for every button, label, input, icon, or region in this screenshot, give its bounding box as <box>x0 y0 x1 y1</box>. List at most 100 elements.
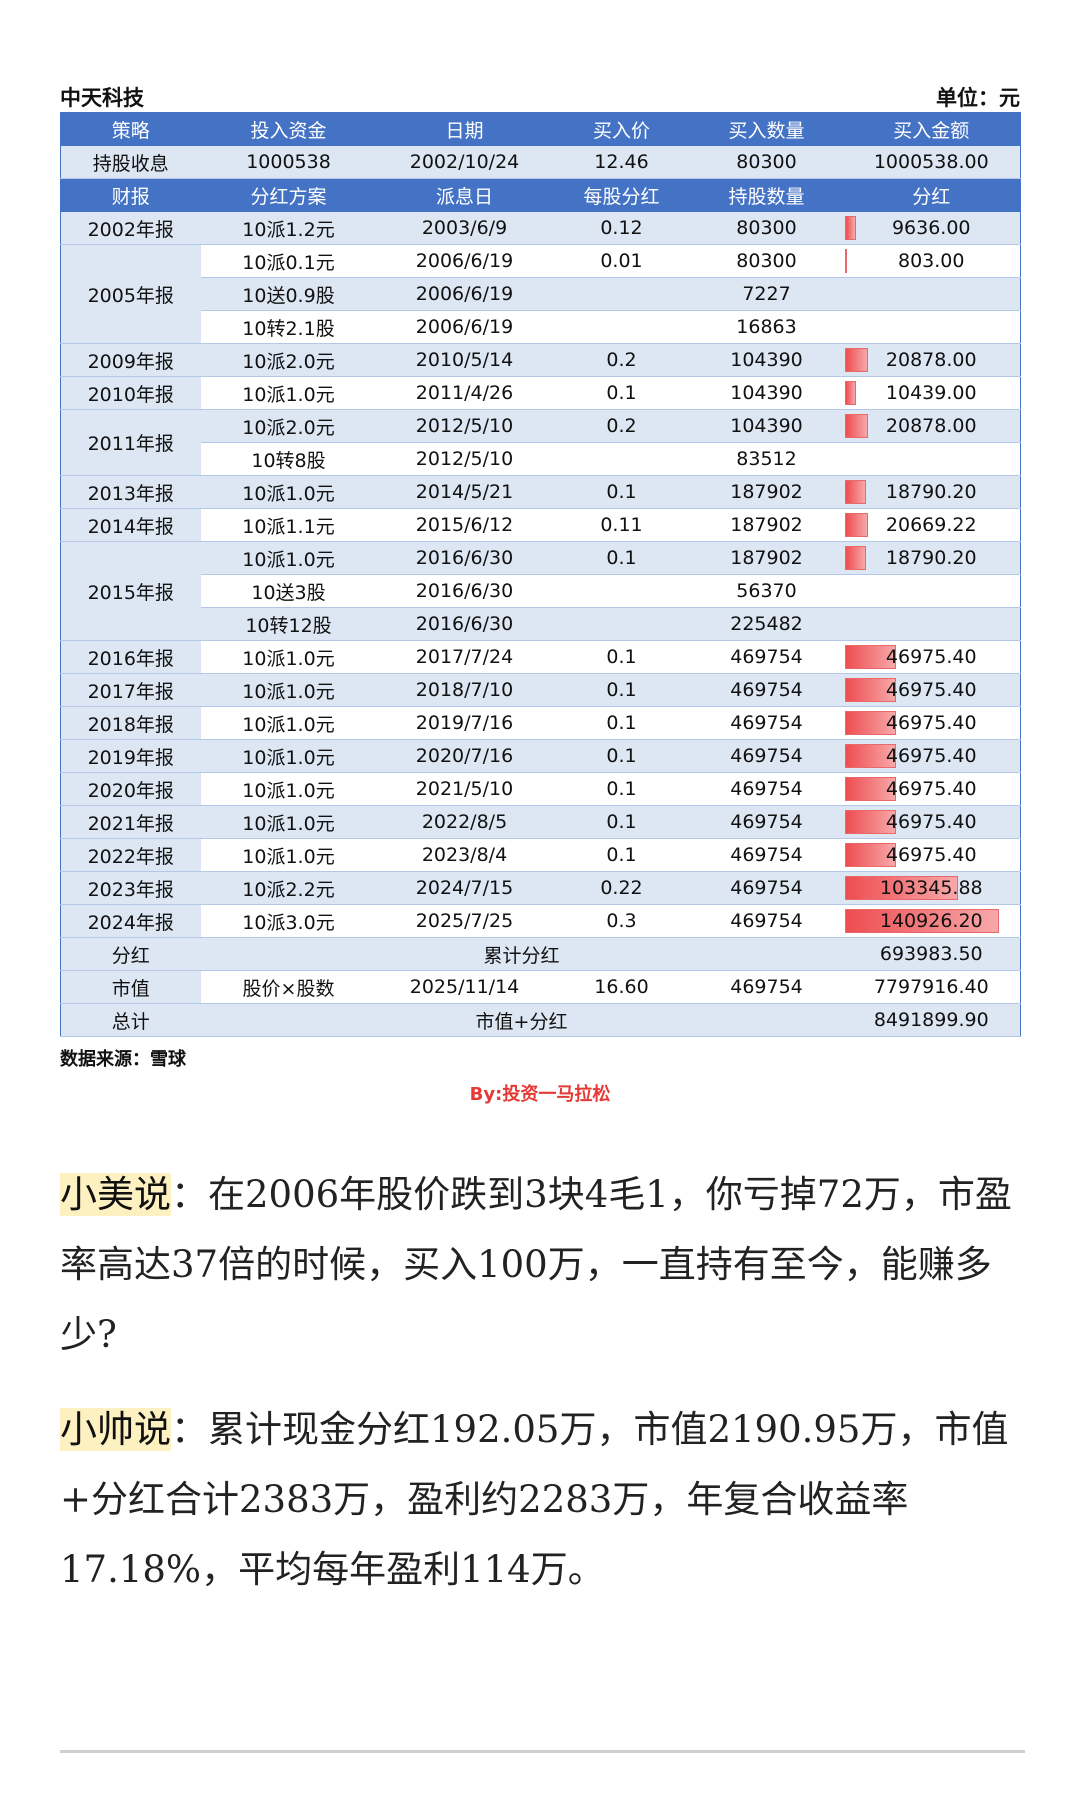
cell-shares: 469754 <box>690 904 843 938</box>
table-row: 2010年报 10派1.0元 2011/4/26 0.1 104390 10439.00 <box>60 376 1021 410</box>
header-cell: 派息日 <box>376 178 553 212</box>
cell-dps: 0.3 <box>552 904 691 938</box>
cell-shares: 225482 <box>690 607 843 641</box>
cell-date: 2024/7/15 <box>376 871 553 905</box>
cell-date: 2018/7/10 <box>376 673 553 707</box>
buy-price: 12.46 <box>552 145 691 179</box>
cell-dps <box>552 310 691 344</box>
table-row: 10转12股 2016/6/30 225482 <box>61 607 1021 641</box>
cell-plan: 10转12股 <box>200 607 377 641</box>
cell-dividend <box>842 442 1021 476</box>
cell-shares: 469754 <box>690 805 843 839</box>
dividend-bar <box>844 777 896 801</box>
cell-dps: 0.1 <box>552 376 691 410</box>
buy-amount: 1000538.00 <box>842 145 1021 179</box>
table-row: 10送3股 2016/6/30 56370 <box>61 574 1021 608</box>
cell-dps <box>552 277 691 311</box>
cell-plan: 10派1.0元 <box>200 640 377 674</box>
summary-desc: 市值+分红 <box>200 1003 843 1037</box>
cell-shares: 187902 <box>690 508 843 542</box>
table-row: 2022年报 10派1.0元 2023/8/4 0.1 469754 46975.40 <box>60 838 1021 872</box>
cell-dps: 0.2 <box>552 343 691 377</box>
cell-dps <box>552 442 691 476</box>
report-year: 2019年报 <box>60 739 201 773</box>
cell-dividend <box>842 574 1021 608</box>
buy-date: 2002/10/24 <box>376 145 553 179</box>
cell-dps: 0.22 <box>552 871 691 905</box>
report-year: 2005年报 <box>60 244 201 344</box>
cell-dps: 0.1 <box>552 772 691 806</box>
cell-plan: 10派2.0元 <box>200 343 377 377</box>
cell-dps <box>552 607 691 641</box>
cell-dividend <box>842 607 1021 641</box>
cell-dividend <box>842 310 1021 344</box>
dividend-value: 9636.00 <box>891 217 971 239</box>
dividend-value: 20669.22 <box>885 514 977 536</box>
cell-plan: 10派1.0元 <box>200 739 377 773</box>
question-text: ：在2006年股价跌到3块4毛1，你亏掉72万，市盈率高达37倍的时候，买入10… <box>60 1173 1012 1356</box>
cell-shares: 104390 <box>690 376 843 410</box>
cell-plan: 10派1.0元 <box>200 673 377 707</box>
dividend-bar <box>844 876 958 900</box>
dividend-value: 803.00 <box>898 250 965 272</box>
table-row: 2021年报 10派1.0元 2022/8/5 0.1 469754 46975.40 <box>60 805 1021 839</box>
dividend-value: 46975.40 <box>885 844 977 866</box>
cell-shares: 469754 <box>690 739 843 773</box>
cell-dps: 0.1 <box>552 706 691 740</box>
cell-dividend: 140926.20 <box>842 904 1021 938</box>
dividend-bar <box>844 843 896 867</box>
speaker-name: 小美说 <box>60 1173 171 1216</box>
cell-shares: 469754 <box>690 838 843 872</box>
header-cell: 投入资金 <box>200 112 377 146</box>
cell-date: 2003/6/9 <box>376 211 553 245</box>
header-cell: 买入金额 <box>842 112 1021 146</box>
cell-dividend: 46975.40 <box>842 739 1021 773</box>
cell-date: 2020/7/16 <box>376 739 553 773</box>
cell-plan: 10派2.2元 <box>200 871 377 905</box>
cell-date: 2012/5/10 <box>376 409 553 443</box>
strategy-row: 持股收息 1000538 2002/10/24 12.46 80300 1000… <box>60 145 1021 179</box>
cell-shares: 469754 <box>690 772 843 806</box>
dividend-bar <box>844 513 868 537</box>
summary-label: 分红 <box>60 937 201 971</box>
table-row: 2023年报 10派2.2元 2024/7/15 0.22 469754 103345.8… <box>60 871 1021 905</box>
cell-shares: 469754 <box>690 706 843 740</box>
cell-plan: 10派1.2元 <box>200 211 377 245</box>
cell-dps: 0.1 <box>552 805 691 839</box>
report-year: 2017年报 <box>60 673 201 707</box>
byline: By:投资一马拉松 <box>469 1084 611 1105</box>
cell-date: 2023/8/4 <box>376 838 553 872</box>
cell-dividend <box>842 277 1021 311</box>
cell-dividend: 20878.00 <box>842 409 1021 443</box>
total-value: 8491899.90 <box>842 1003 1021 1037</box>
cell-dps: 0.1 <box>552 541 691 575</box>
dividend-bar <box>844 909 999 933</box>
cell-date: 2015/6/12 <box>376 508 553 542</box>
table-row: 2016年报 10派1.0元 2017/7/24 0.1 469754 46975.40 <box>60 640 1021 674</box>
dividend-bar <box>844 216 856 240</box>
cell-shares: 80300 <box>690 244 843 278</box>
cell-date: 2025/7/25 <box>376 904 553 938</box>
cell-shares: 469754 <box>690 640 843 674</box>
report-year: 2024年报 <box>60 904 201 938</box>
cell-dividend: 20878.00 <box>842 343 1021 377</box>
table-row: 2013年报 10派1.0元 2014/5/21 0.1 187902 18790.20 <box>60 475 1021 509</box>
dividend-value: 18790.20 <box>885 481 977 503</box>
cell-shares: 16863 <box>690 310 843 344</box>
dividend-value: 18790.20 <box>885 547 977 569</box>
investment: 1000538 <box>200 145 377 179</box>
header-cell: 策略 <box>60 112 201 146</box>
cell-plan: 10派1.0元 <box>200 376 377 410</box>
report-year: 2013年报 <box>60 475 201 509</box>
market-value-row: 市值 股价×股数 2025/11/14 16.60 469754 7797916… <box>60 970 1021 1004</box>
cell-plan: 10送0.9股 <box>200 277 377 311</box>
header-cell: 每股分红 <box>552 178 691 212</box>
mv-shares: 469754 <box>690 970 843 1004</box>
report-year: 2015年报 <box>60 541 201 641</box>
dividend-value: 140926.20 <box>879 910 983 932</box>
table-row: 2009年报 10派2.0元 2010/5/14 0.2 104390 20878.00 <box>60 343 1021 377</box>
dividend-bar <box>844 414 868 438</box>
cell-dividend: 20669.22 <box>842 508 1021 542</box>
cell-dividend: 46975.40 <box>842 673 1021 707</box>
dividend-value: 20878.00 <box>885 349 977 371</box>
